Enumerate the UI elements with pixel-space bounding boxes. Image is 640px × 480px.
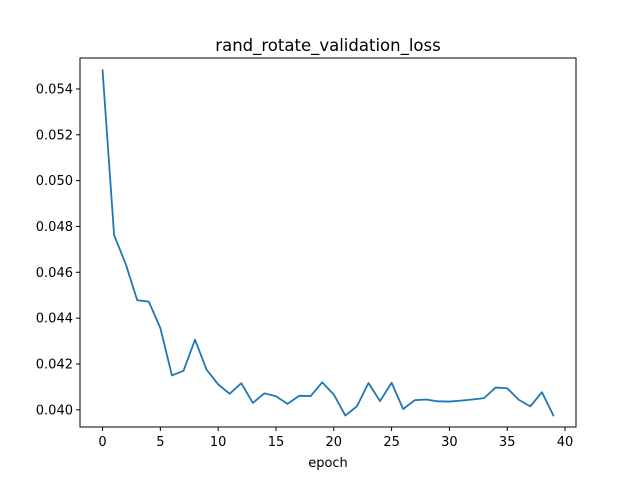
y-tick-label: 0.042 — [36, 357, 73, 372]
axes-frame — [79, 57, 577, 428]
y-tick-label: 0.054 — [36, 82, 73, 97]
series-line — [101, 69, 555, 417]
x-tick-label: 25 — [383, 435, 400, 450]
x-axis-label: epoch — [308, 456, 348, 471]
x-tick-label: 15 — [268, 435, 285, 450]
y-tick-label: 0.040 — [36, 403, 73, 418]
y-tick-label: 0.052 — [36, 128, 73, 143]
x-tick-label: 35 — [499, 435, 516, 450]
x-tick-label: 0 — [98, 435, 106, 450]
y-tick-label: 0.048 — [36, 220, 73, 235]
x-axis: 0 5 10 15 20 25 30 35 40 — [98, 427, 573, 450]
y-tick-label: 0.050 — [36, 174, 73, 189]
y-tick-label: 0.044 — [36, 312, 73, 327]
x-tick-label: 10 — [210, 435, 227, 450]
y-axis: 0.040 0.042 0.044 0.046 0.048 0.050 0.052 0.054 — [36, 82, 80, 418]
chart-title: rand_rotate_validation_loss — [215, 36, 440, 56]
x-tick-label: 30 — [441, 435, 458, 450]
y-tick-label: 0.046 — [36, 266, 73, 281]
x-tick-label: 5 — [156, 435, 164, 450]
plot-area — [101, 69, 555, 417]
x-tick-label: 40 — [557, 435, 574, 450]
x-tick-label: 20 — [326, 435, 343, 450]
